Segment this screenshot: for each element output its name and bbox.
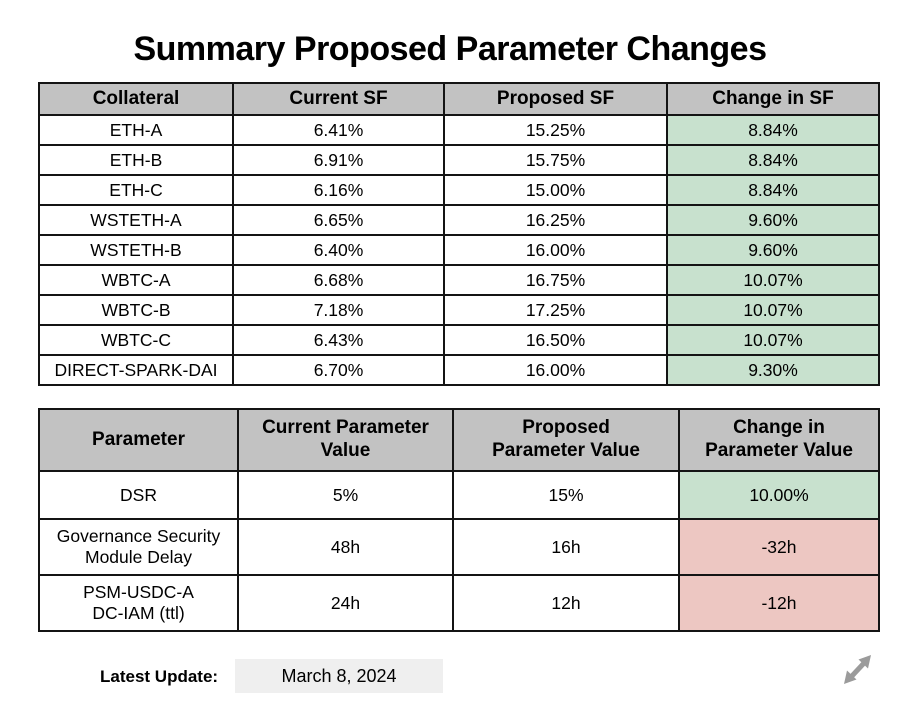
- sf-col-header-current-sf: Current SF: [232, 82, 445, 116]
- proposed-value-cell: 16h: [452, 518, 680, 576]
- table-row: WSTETH-B 6.40% 16.00% 9.60%: [38, 234, 880, 266]
- proposed-sf-cell: 15.75%: [443, 144, 668, 176]
- change-sf-cell: 9.60%: [666, 204, 880, 236]
- proposed-sf-cell: 17.25%: [443, 294, 668, 326]
- collateral-cell: ETH-C: [38, 174, 234, 206]
- param-col-header-current-value: Current Parameter Value: [237, 408, 454, 472]
- parameter-table-header-row: Parameter Current Parameter Value Propos…: [38, 408, 880, 472]
- current-sf-cell: 6.68%: [232, 264, 445, 296]
- proposed-sf-cell: 15.00%: [443, 174, 668, 206]
- current-sf-cell: 6.70%: [232, 354, 445, 386]
- collateral-cell: WBTC-C: [38, 324, 234, 356]
- stability-fee-table: Collateral Current SF Proposed SF Change…: [38, 82, 880, 386]
- change-sf-cell: 8.84%: [666, 114, 880, 146]
- proposed-sf-cell: 16.00%: [443, 354, 668, 386]
- table-row: WBTC-A 6.68% 16.75% 10.07%: [38, 264, 880, 296]
- change-value-cell: -12h: [678, 574, 880, 632]
- change-sf-cell: 10.07%: [666, 264, 880, 296]
- current-sf-cell: 6.91%: [232, 144, 445, 176]
- collateral-cell: WBTC-B: [38, 294, 234, 326]
- proposed-sf-cell: 16.00%: [443, 234, 668, 266]
- expand-icon[interactable]: [838, 648, 878, 690]
- param-col-header-change-value: Change in Parameter Value: [678, 408, 880, 472]
- current-sf-cell: 6.65%: [232, 204, 445, 236]
- page-title: Summary Proposed Parameter Changes: [133, 29, 767, 68]
- table-row: WBTC-B 7.18% 17.25% 10.07%: [38, 294, 880, 326]
- parameter-cell: DSR: [38, 470, 239, 520]
- table-row: PSM-USDC-A DC-IAM (ttl) 24h 12h -12h: [38, 574, 880, 632]
- table-row: Governance Security Module Delay 48h 16h…: [38, 518, 880, 576]
- collateral-cell: WSTETH-A: [38, 204, 234, 236]
- table-row: DIRECT-SPARK-DAI 6.70% 16.00% 9.30%: [38, 354, 880, 386]
- change-sf-cell: 10.07%: [666, 294, 880, 326]
- collateral-cell: WBTC-A: [38, 264, 234, 296]
- change-sf-cell: 8.84%: [666, 144, 880, 176]
- table-row: WSTETH-A 6.65% 16.25% 9.60%: [38, 204, 880, 236]
- collateral-cell: DIRECT-SPARK-DAI: [38, 354, 234, 386]
- collateral-cell: WSTETH-B: [38, 234, 234, 266]
- table-row: ETH-A 6.41% 15.25% 8.84%: [38, 114, 880, 146]
- proposed-sf-cell: 16.50%: [443, 324, 668, 356]
- table-row: ETH-C 6.16% 15.00% 8.84%: [38, 174, 880, 206]
- change-sf-cell: 9.30%: [666, 354, 880, 386]
- change-value-cell: -32h: [678, 518, 880, 576]
- sf-table-header-row: Collateral Current SF Proposed SF Change…: [38, 82, 880, 116]
- parameter-cell: PSM-USDC-A DC-IAM (ttl): [38, 574, 239, 632]
- change-value-cell: 10.00%: [678, 470, 880, 520]
- parameter-table: Parameter Current Parameter Value Propos…: [38, 408, 880, 632]
- sf-col-header-collateral: Collateral: [38, 82, 234, 116]
- param-col-header-proposed-value: Proposed Parameter Value: [452, 408, 680, 472]
- sf-col-header-proposed-sf: Proposed SF: [443, 82, 668, 116]
- current-sf-cell: 6.16%: [232, 174, 445, 206]
- collateral-cell: ETH-A: [38, 114, 234, 146]
- current-sf-cell: 6.41%: [232, 114, 445, 146]
- current-sf-cell: 6.40%: [232, 234, 445, 266]
- table-row: ETH-B 6.91% 15.75% 8.84%: [38, 144, 880, 176]
- param-col-header-parameter: Parameter: [38, 408, 239, 472]
- current-value-cell: 5%: [237, 470, 454, 520]
- latest-update-date: March 8, 2024: [235, 659, 443, 693]
- table-row: WBTC-C 6.43% 16.50% 10.07%: [38, 324, 880, 356]
- change-sf-cell: 8.84%: [666, 174, 880, 206]
- change-sf-cell: 9.60%: [666, 234, 880, 266]
- sf-col-header-change-in-sf: Change in SF: [666, 82, 880, 116]
- proposed-sf-cell: 16.75%: [443, 264, 668, 296]
- current-sf-cell: 6.43%: [232, 324, 445, 356]
- change-sf-cell: 10.07%: [666, 324, 880, 356]
- table-row: DSR 5% 15% 10.00%: [38, 470, 880, 520]
- proposed-sf-cell: 15.25%: [443, 114, 668, 146]
- current-value-cell: 24h: [237, 574, 454, 632]
- collateral-cell: ETH-B: [38, 144, 234, 176]
- current-sf-cell: 7.18%: [232, 294, 445, 326]
- proposed-value-cell: 15%: [452, 470, 680, 520]
- latest-update-label: Latest Update:: [100, 667, 219, 686]
- proposed-value-cell: 12h: [452, 574, 680, 632]
- current-value-cell: 48h: [237, 518, 454, 576]
- parameter-cell: Governance Security Module Delay: [38, 518, 239, 576]
- proposed-sf-cell: 16.25%: [443, 204, 668, 236]
